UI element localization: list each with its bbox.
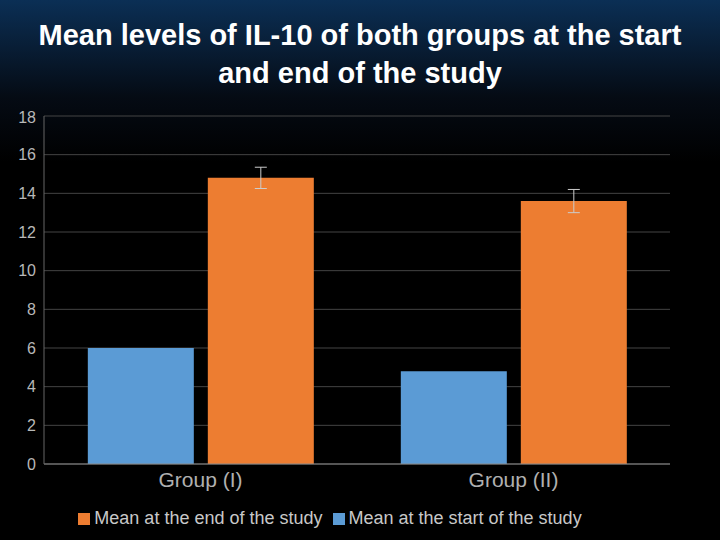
html-text:Mean levels of IL-10 of both g: Mean levels of IL-10 of both groups at t… <box>38 19 682 89</box>
html-text:Mean at the start of the study: Mean at the start of the study <box>348 508 582 528</box>
svg-text:14: 14 <box>18 185 36 202</box>
svg-text:2: 2 <box>27 417 36 434</box>
svg-text:Group (II): Group (II) <box>469 468 559 491</box>
svg-text:16: 16 <box>18 146 36 163</box>
svg-text:0: 0 <box>27 456 36 473</box>
svg-text:6: 6 <box>27 340 36 357</box>
svg-text:Group (I): Group (I) <box>158 468 242 491</box>
svg-text:18: 18 <box>18 109 36 126</box>
svg-text:8: 8 <box>27 301 36 318</box>
svg-text:12: 12 <box>18 224 36 241</box>
svg-text:4: 4 <box>27 378 36 395</box>
svg-text:10: 10 <box>18 262 36 279</box>
html-text:Mean at the end of the study: Mean at the end of the study <box>94 508 323 528</box>
